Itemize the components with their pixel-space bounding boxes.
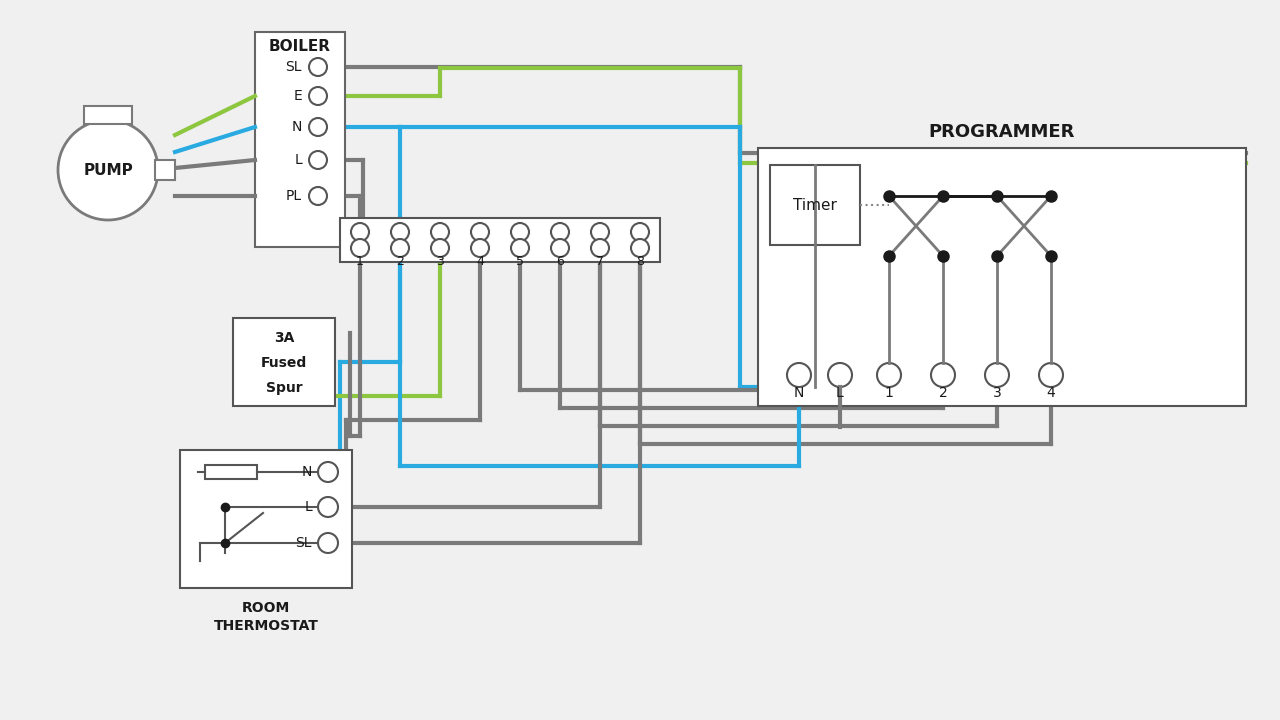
Bar	[340, 218, 660, 262]
Circle shape	[511, 223, 529, 241]
Circle shape	[931, 363, 955, 387]
Text: PROGRAMMER: PROGRAMMER	[929, 123, 1075, 141]
Text: THERMOSTAT: THERMOSTAT	[214, 619, 319, 633]
Circle shape	[591, 239, 609, 257]
Text: 4: 4	[476, 254, 484, 268]
Text: SL: SL	[285, 60, 302, 74]
Circle shape	[308, 187, 326, 205]
Bar	[180, 450, 352, 588]
Text: N: N	[302, 465, 312, 479]
Circle shape	[351, 239, 369, 257]
Text: BOILER: BOILER	[269, 38, 332, 53]
Text: L: L	[305, 500, 312, 514]
Circle shape	[828, 363, 852, 387]
Circle shape	[351, 223, 369, 241]
Text: 8: 8	[636, 254, 644, 268]
Text: Fused: Fused	[261, 356, 307, 370]
Text: 3A: 3A	[274, 331, 294, 345]
Circle shape	[471, 239, 489, 257]
Bar	[771, 165, 860, 245]
Text: 7: 7	[596, 254, 604, 268]
Circle shape	[986, 363, 1009, 387]
Bar	[205, 465, 257, 479]
Text: 1: 1	[884, 386, 893, 400]
Circle shape	[431, 239, 449, 257]
Text: 3: 3	[436, 254, 444, 268]
Text: 4: 4	[1047, 386, 1056, 400]
Circle shape	[631, 223, 649, 241]
Text: N: N	[292, 120, 302, 134]
Circle shape	[317, 533, 338, 553]
Text: 5: 5	[516, 254, 524, 268]
Text: L: L	[294, 153, 302, 167]
Circle shape	[550, 239, 570, 257]
Bar	[758, 148, 1245, 406]
Circle shape	[308, 151, 326, 169]
Circle shape	[631, 239, 649, 257]
Text: 1: 1	[356, 254, 364, 268]
Circle shape	[511, 239, 529, 257]
Circle shape	[390, 239, 410, 257]
Bar	[155, 160, 175, 180]
Bar	[233, 318, 335, 406]
Text: SL: SL	[296, 536, 312, 550]
Circle shape	[308, 87, 326, 105]
Text: L: L	[836, 386, 844, 400]
Text: PUMP: PUMP	[83, 163, 133, 178]
Text: E: E	[293, 89, 302, 103]
Text: 6: 6	[556, 254, 564, 268]
Text: ROOM: ROOM	[242, 601, 291, 615]
Circle shape	[317, 497, 338, 517]
Text: Timer: Timer	[794, 197, 837, 212]
Circle shape	[591, 223, 609, 241]
Circle shape	[58, 120, 157, 220]
Text: Spur: Spur	[266, 381, 302, 395]
Circle shape	[308, 118, 326, 136]
Bar	[84, 106, 132, 124]
Text: PL: PL	[285, 189, 302, 203]
Text: 3: 3	[992, 386, 1001, 400]
Circle shape	[308, 58, 326, 76]
Circle shape	[390, 223, 410, 241]
Circle shape	[471, 223, 489, 241]
Circle shape	[550, 223, 570, 241]
Circle shape	[431, 223, 449, 241]
Bar	[255, 32, 346, 247]
Text: 2: 2	[396, 254, 404, 268]
Text: 2: 2	[938, 386, 947, 400]
Circle shape	[877, 363, 901, 387]
Text: N: N	[794, 386, 804, 400]
Circle shape	[317, 462, 338, 482]
Circle shape	[1039, 363, 1062, 387]
Circle shape	[787, 363, 812, 387]
